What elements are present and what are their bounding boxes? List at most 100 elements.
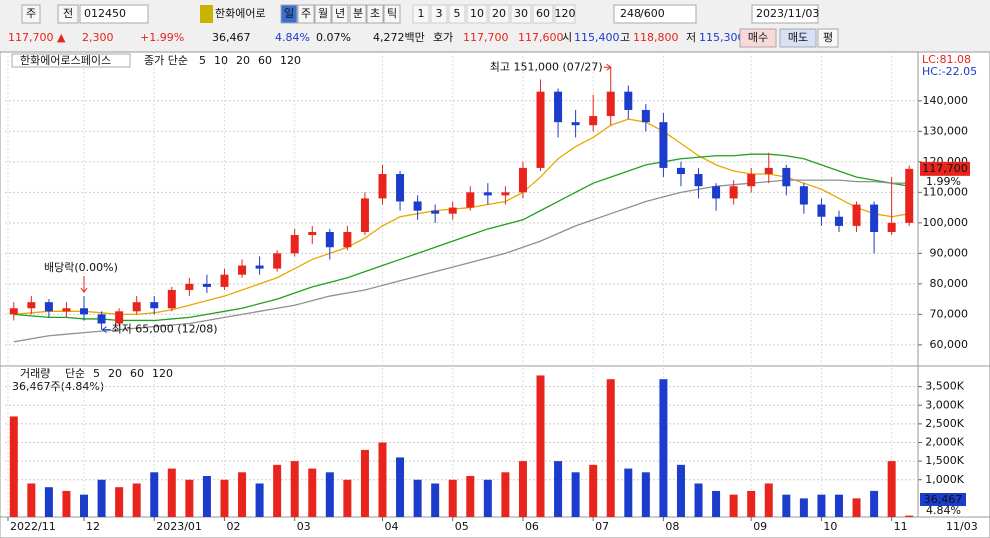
x-tick-label: 07 <box>595 520 609 533</box>
candle-body <box>764 167 773 175</box>
high: 118,800 <box>633 31 679 44</box>
interval-button[interactable] <box>466 4 488 24</box>
turnover: 4.84% <box>275 31 310 44</box>
y-tick-label: 3,500K <box>925 380 964 393</box>
period-button[interactable] <box>383 4 401 24</box>
volume-bar <box>448 479 457 517</box>
credit-icon <box>200 5 213 23</box>
code-input[interactable] <box>79 4 149 24</box>
volume-bar <box>431 483 440 517</box>
candle-body <box>641 109 650 123</box>
price: 117,700 ▲ <box>8 31 66 44</box>
volume-bar <box>571 472 580 517</box>
chart-title: 한화에어로스페이스 <box>20 54 111 67</box>
volume-bar <box>290 461 299 517</box>
interval: 60 <box>536 7 550 20</box>
low-label: 저 <box>686 31 696 44</box>
interval-button[interactable] <box>488 4 510 24</box>
bid-ask-label: 호가 <box>433 31 453 44</box>
candle-body <box>167 289 176 309</box>
candle-body <box>483 192 492 196</box>
candle-body <box>378 174 387 199</box>
hc: HC:-22.05 <box>922 65 977 78</box>
volume-bar <box>220 479 229 517</box>
code: 012450 <box>84 7 126 20</box>
candle-body <box>887 222 896 232</box>
x-tick-label: 09 <box>753 520 767 533</box>
period-button[interactable] <box>280 4 298 24</box>
volume-bar <box>115 487 124 517</box>
candle-body <box>115 311 124 324</box>
volume-bar <box>852 498 861 517</box>
moving-average <box>13 153 910 322</box>
interval-button[interactable] <box>448 4 466 24</box>
y-tick-label: 2,000K <box>925 436 964 449</box>
volume-bar <box>132 483 141 517</box>
date-box[interactable] <box>751 4 819 24</box>
y-tick-label: 130,000 <box>923 124 969 137</box>
volume-bar <box>834 494 843 517</box>
high-label: 고 <box>620 31 630 44</box>
y-tick-label: 90,000 <box>930 246 969 259</box>
volume-bar <box>360 449 369 517</box>
legend-entry: 5 <box>93 367 100 380</box>
prev-button[interactable] <box>57 4 79 24</box>
volume-bar <box>799 498 808 517</box>
legend-entry: 120 <box>280 54 301 67</box>
candle-body <box>712 186 721 199</box>
volume-bar <box>150 472 159 517</box>
candle-body <box>501 192 510 196</box>
period-button[interactable] <box>297 4 315 24</box>
x-tick-label: 06 <box>525 520 539 533</box>
candle-body <box>466 192 475 208</box>
volume-bar <box>378 442 387 517</box>
volume-bar <box>887 461 896 517</box>
candle-body <box>624 91 633 110</box>
period-button[interactable] <box>349 4 367 24</box>
period-button[interactable] <box>331 4 349 24</box>
volume-bar <box>9 416 18 517</box>
interval-button[interactable] <box>430 4 448 24</box>
candle-body <box>343 231 352 248</box>
volume-bar <box>167 468 176 517</box>
candle-body <box>676 167 685 175</box>
volume-bar <box>255 483 264 517</box>
legend-entry: 5 <box>199 54 206 67</box>
volume-bar <box>44 487 53 517</box>
period-button[interactable] <box>314 4 332 24</box>
amount: 4,272백만 <box>373 31 425 44</box>
last-change: 1.99% <box>926 175 961 188</box>
interval: 30 <box>514 7 528 20</box>
buy-button[interactable] <box>739 28 777 48</box>
y-tick-label: 1,000K <box>925 473 964 486</box>
date: 2023/11/03 <box>756 7 819 20</box>
volume-bar <box>396 457 405 517</box>
candle-body <box>817 204 826 217</box>
x-tick-label: 2023/01 <box>156 520 202 533</box>
candle-body <box>782 167 791 187</box>
sell-button[interactable] <box>779 28 817 48</box>
interval-button[interactable] <box>412 4 430 24</box>
interval-button[interactable] <box>532 4 554 24</box>
period: 초 <box>370 7 380 20</box>
candle-body <box>290 235 299 254</box>
candle-body <box>80 308 89 315</box>
interval-button[interactable] <box>554 4 576 24</box>
x-tick-label: 08 <box>665 520 679 533</box>
ratio: 0.07% <box>316 31 351 44</box>
y-tick-label: 2,500K <box>925 417 964 430</box>
count-box[interactable] <box>613 4 697 24</box>
change-pct: +1.99% <box>140 31 184 44</box>
period-button[interactable] <box>366 4 384 24</box>
last-volume-pct: 4.84% <box>926 504 961 517</box>
interval-button[interactable] <box>510 4 532 24</box>
count-max: /600 <box>640 7 665 20</box>
volume-bar <box>273 464 282 517</box>
candle-body <box>870 204 879 232</box>
avg-button[interactable] <box>817 28 839 48</box>
market-select[interactable] <box>21 4 41 24</box>
y-tick-label: 1,500K <box>925 454 964 467</box>
candle-body <box>308 231 317 236</box>
y-tick-label: 3,000K <box>925 398 964 411</box>
x-tick-label: 05 <box>455 520 469 533</box>
